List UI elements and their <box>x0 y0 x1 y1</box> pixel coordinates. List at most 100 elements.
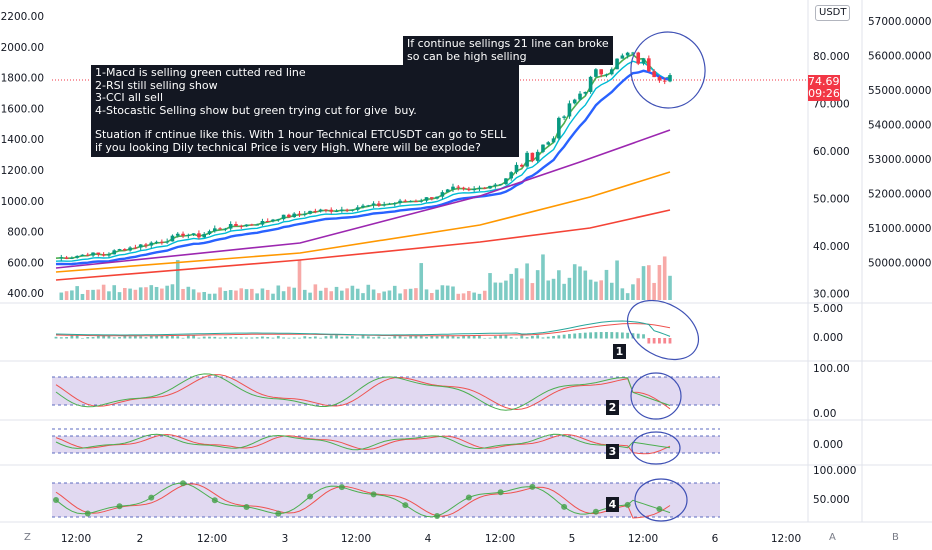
macd-histogram-bar <box>419 335 423 339</box>
candle-body <box>250 224 254 226</box>
macd-histogram-bar <box>668 338 672 344</box>
candle-body <box>260 221 265 225</box>
price-axis-label: 60.000 <box>813 146 850 158</box>
candle-body <box>297 213 302 215</box>
volume-bar <box>218 287 222 300</box>
macd-histogram-bar <box>435 336 439 339</box>
candle-body <box>265 221 270 223</box>
stoch-pane <box>53 480 671 519</box>
stoch-cross-dot <box>624 501 631 508</box>
candle-body <box>138 244 143 248</box>
x-tick-label: 6 <box>712 533 719 545</box>
stoch-cross-dot <box>529 483 536 490</box>
log-scale-button[interactable]: B <box>892 532 899 543</box>
candle-body <box>212 228 217 232</box>
rsi-axis-label: 100.00 <box>813 363 850 375</box>
currency-selector[interactable]: USDT <box>815 5 851 21</box>
badge-4: 4 <box>606 497 619 512</box>
macd-histogram-bar <box>223 336 227 339</box>
macd-histogram-bar <box>568 334 571 339</box>
volume-bar <box>366 284 371 300</box>
candle-body <box>345 209 349 211</box>
macd-histogram-bar <box>462 335 465 339</box>
candle-body <box>509 172 514 179</box>
x-tick-label: 12:00 <box>628 533 658 545</box>
price-axis-label: 40.000 <box>813 241 850 253</box>
candle-body <box>461 187 466 189</box>
macd-histogram-bar <box>65 337 68 339</box>
candle-body <box>594 69 598 77</box>
macd-histogram-bar <box>261 336 264 339</box>
macd-histogram-bar <box>594 332 598 339</box>
candle-body <box>578 93 582 100</box>
candle-body <box>350 209 355 211</box>
candle-body <box>175 233 180 236</box>
volume-bar <box>551 278 556 300</box>
stoch-cross-dot <box>338 484 345 491</box>
volume-bar <box>456 293 461 300</box>
volume-bar <box>250 288 254 300</box>
volume-bar <box>170 284 175 300</box>
rsi-pane <box>55 373 671 411</box>
macd-histogram-bar <box>388 337 391 339</box>
macd-histogram-bar <box>610 332 614 339</box>
macd-histogram-bar <box>160 335 164 339</box>
candle-body <box>276 219 281 221</box>
candle-body <box>112 250 117 255</box>
candle-body <box>440 192 445 197</box>
volume-bar <box>149 285 154 300</box>
left-y-label: 2000.00 <box>1 42 44 54</box>
macd-histogram-bar <box>96 335 100 339</box>
macd-histogram-bar <box>366 336 370 339</box>
macd-histogram-bar <box>573 333 577 339</box>
note-line: 3-CCI all sell <box>95 91 164 105</box>
rsi-ma-line <box>55 374 671 411</box>
macd-histogram-bar <box>107 335 111 339</box>
candle-body <box>636 52 641 64</box>
auto-scale-button[interactable]: A <box>829 532 836 543</box>
volume-bar <box>530 283 535 300</box>
candle-body <box>292 213 296 218</box>
badge-3: 3 <box>606 444 619 459</box>
volume-bar <box>244 289 249 300</box>
macd-histogram-bar <box>589 332 593 339</box>
macd-histogram-bar <box>313 336 317 339</box>
volume-bar <box>371 289 376 300</box>
candle-body <box>392 203 397 205</box>
stoch-cross-dot <box>180 480 187 487</box>
volume-bar <box>445 285 450 300</box>
candle-body <box>430 197 434 199</box>
stoch-cross-dot <box>402 502 409 509</box>
timezone-icon[interactable]: Z <box>24 532 31 543</box>
macd-histogram-bar <box>636 333 640 339</box>
macd-histogram-bar <box>409 335 413 339</box>
macd-line <box>55 320 671 337</box>
stoch-axis-label: 50.000 <box>813 494 850 506</box>
volume-bar <box>165 285 169 300</box>
volume-bar <box>361 293 365 300</box>
volume-bar <box>292 287 296 300</box>
secondary-axis-label: 55000.00000 <box>868 85 932 97</box>
left-y-label: 400.00 <box>7 288 44 300</box>
x-tick-label: 12:00 <box>197 533 227 545</box>
candle-body <box>218 228 222 230</box>
annotation-top-note: If continue sellings 21 line can broke so… <box>403 36 613 66</box>
macd-histogram-bar <box>515 337 518 339</box>
volume-bar <box>504 280 508 300</box>
candle-body <box>609 69 614 75</box>
left-y-label: 600.00 <box>7 257 44 269</box>
macd-histogram-bar <box>250 337 254 339</box>
ema-line <box>55 69 671 266</box>
macd-histogram-bar <box>483 337 487 339</box>
stoch-cross-dot <box>53 497 59 503</box>
macd-histogram-bar <box>451 335 455 339</box>
volume-bar <box>345 288 349 300</box>
volume-bar <box>668 275 672 300</box>
macd-histogram-bar <box>102 335 106 339</box>
volume-bar <box>70 290 74 300</box>
candle-body <box>181 233 185 236</box>
macd-histogram-bar <box>340 336 344 339</box>
candle-body <box>408 201 413 203</box>
candle-body <box>562 116 566 118</box>
